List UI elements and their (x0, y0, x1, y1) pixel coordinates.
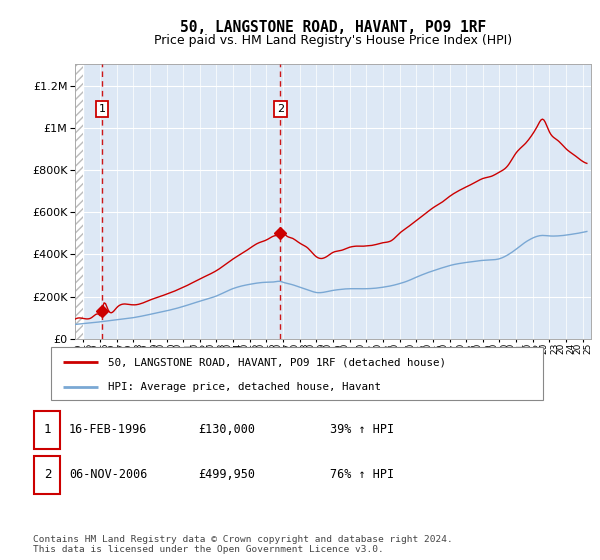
Text: £130,000: £130,000 (198, 423, 255, 436)
Text: 50, LANGSTONE ROAD, HAVANT, PO9 1RF: 50, LANGSTONE ROAD, HAVANT, PO9 1RF (180, 20, 486, 35)
Text: £499,950: £499,950 (198, 468, 255, 481)
Text: Contains HM Land Registry data © Crown copyright and database right 2024.
This d: Contains HM Land Registry data © Crown c… (33, 535, 453, 554)
Text: 1: 1 (44, 423, 51, 436)
FancyBboxPatch shape (51, 347, 543, 400)
Bar (75, 64, 83, 339)
Text: 2: 2 (277, 104, 284, 114)
Text: 16-FEB-1996: 16-FEB-1996 (69, 423, 148, 436)
Bar (75, 64, 83, 339)
Text: 39% ↑ HPI: 39% ↑ HPI (330, 423, 394, 436)
Text: 2: 2 (44, 468, 51, 481)
Text: 50, LANGSTONE ROAD, HAVANT, PO9 1RF (detached house): 50, LANGSTONE ROAD, HAVANT, PO9 1RF (det… (107, 357, 446, 367)
Text: HPI: Average price, detached house, Havant: HPI: Average price, detached house, Hava… (107, 382, 380, 392)
FancyBboxPatch shape (34, 456, 61, 493)
Text: Price paid vs. HM Land Registry's House Price Index (HPI): Price paid vs. HM Land Registry's House … (154, 34, 512, 46)
Text: 1: 1 (98, 104, 106, 114)
Text: 06-NOV-2006: 06-NOV-2006 (69, 468, 148, 481)
FancyBboxPatch shape (34, 411, 61, 449)
Text: 76% ↑ HPI: 76% ↑ HPI (330, 468, 394, 481)
